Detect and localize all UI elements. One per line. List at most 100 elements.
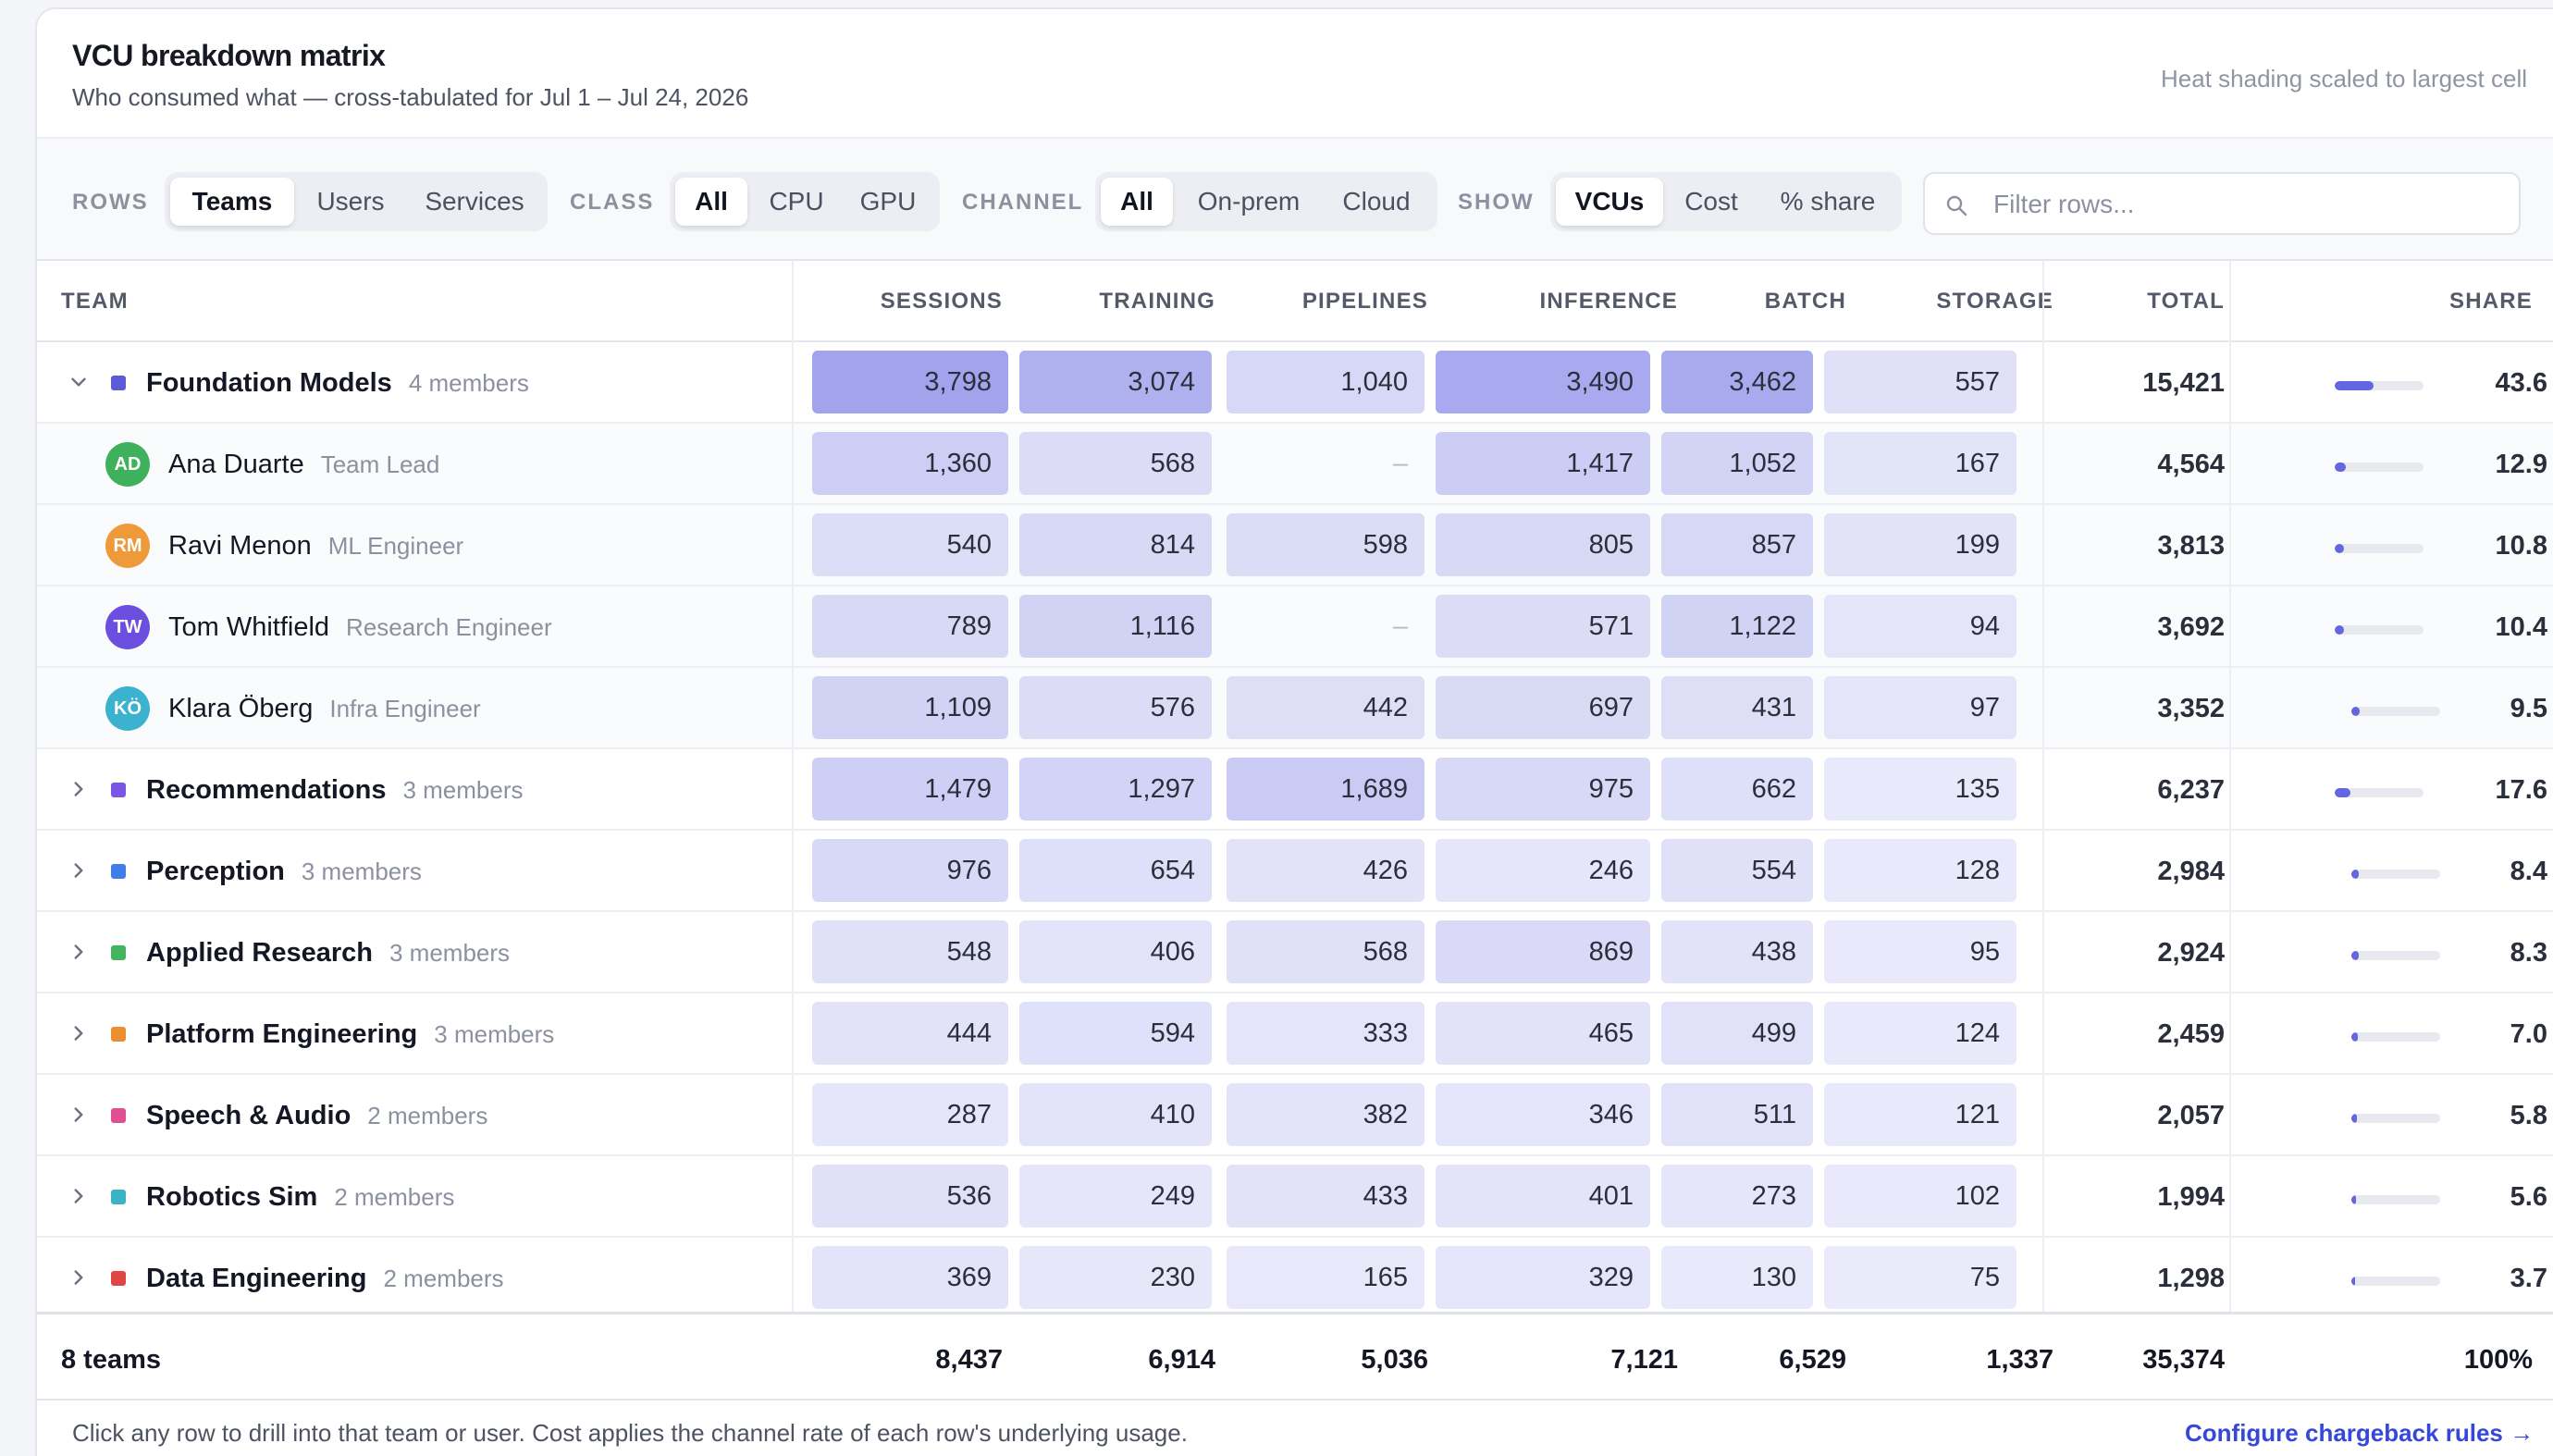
column-header-total[interactable]: TOTAL — [2147, 289, 2225, 314]
heat-cell[interactable]: 369 — [812, 1246, 1008, 1309]
filter-rows-input[interactable]: Filter rows... — [1923, 172, 2521, 235]
column-header-inference[interactable]: INFERENCE — [1539, 289, 1678, 314]
heat-cell[interactable]: 246 — [1436, 839, 1650, 902]
team-row[interactable]: Robotics Sim 2 members 536 249 433 401 273 102 1… — [37, 1156, 2553, 1238]
heat-cell[interactable]: 1,122 — [1661, 595, 1813, 658]
chevron-down-icon[interactable] — [67, 370, 91, 394]
channel-option-cloud[interactable]: Cloud — [1342, 187, 1411, 216]
rows-option-services[interactable]: Services — [425, 187, 524, 216]
heat-cell[interactable]: 167 — [1824, 432, 2016, 495]
heat-cell[interactable]: 75 — [1824, 1246, 2016, 1309]
heat-cell[interactable]: 94 — [1824, 595, 2016, 658]
heat-cell[interactable]: 1,040 — [1227, 351, 1424, 413]
column-header-batch[interactable]: BATCH — [1764, 289, 1846, 314]
column-header-training[interactable]: TRAINING — [1099, 289, 1215, 314]
heat-cell[interactable]: 1,360 — [812, 432, 1008, 495]
chevron-right-icon[interactable] — [67, 1184, 91, 1208]
column-header-team[interactable]: TEAM — [61, 289, 129, 314]
heat-cell[interactable]: 135 — [1824, 758, 2016, 821]
heat-cell[interactable]: 406 — [1019, 920, 1212, 983]
rows-option-users[interactable]: Users — [316, 187, 385, 216]
heat-cell[interactable]: 95 — [1824, 920, 2016, 983]
heat-cell[interactable]: 511 — [1661, 1083, 1813, 1146]
heat-cell[interactable]: 697 — [1436, 676, 1650, 739]
heat-cell[interactable]: – — [1227, 595, 1424, 658]
heat-cell[interactable]: 3,798 — [812, 351, 1008, 413]
heat-cell[interactable]: 789 — [812, 595, 1008, 658]
heat-cell[interactable]: 536 — [812, 1165, 1008, 1228]
show-option-vcus[interactable]: VCUs — [1556, 178, 1663, 226]
heat-cell[interactable]: 130 — [1661, 1246, 1813, 1309]
heat-cell[interactable]: 1,052 — [1661, 432, 1813, 495]
heat-cell[interactable]: 333 — [1227, 1002, 1424, 1065]
heat-cell[interactable]: 976 — [812, 839, 1008, 902]
class-option-cpu[interactable]: CPU — [769, 187, 824, 216]
chevron-right-icon[interactable] — [67, 1021, 91, 1045]
heat-cell[interactable]: 382 — [1227, 1083, 1424, 1146]
heat-cell[interactable]: 165 — [1227, 1246, 1424, 1309]
heat-cell[interactable]: 1,297 — [1019, 758, 1212, 821]
heat-cell[interactable]: 805 — [1436, 513, 1650, 576]
heat-cell[interactable]: 401 — [1436, 1165, 1650, 1228]
heat-cell[interactable]: 568 — [1227, 920, 1424, 983]
heat-cell[interactable]: 433 — [1227, 1165, 1424, 1228]
team-row[interactable]: Data Engineering 2 members 369 230 165 329 130… — [37, 1238, 2553, 1319]
heat-cell[interactable]: 426 — [1227, 839, 1424, 902]
heat-cell[interactable]: 438 — [1661, 920, 1813, 983]
heat-cell[interactable]: 540 — [812, 513, 1008, 576]
heat-cell[interactable]: 346 — [1436, 1083, 1650, 1146]
user-row[interactable]: TW Tom Whitfield Research Engineer 789 1,116… — [37, 586, 2553, 668]
column-header-storage[interactable]: STORAGE — [1936, 289, 2054, 314]
team-row[interactable]: Speech & Audio 2 members 287 410 382 346 511 12… — [37, 1075, 2553, 1156]
class-option-all[interactable]: All — [675, 178, 747, 226]
heat-cell[interactable]: 499 — [1661, 1002, 1813, 1065]
user-row[interactable]: AD Ana Duarte Team Lead 1,360 568 – 1,417 1,052… — [37, 424, 2553, 505]
heat-cell[interactable]: 124 — [1824, 1002, 2016, 1065]
chevron-right-icon[interactable] — [67, 1103, 91, 1127]
team-row[interactable]: Recommendations 3 members 1,479 1,297 1,689 9… — [37, 749, 2553, 831]
chevron-right-icon[interactable] — [67, 1265, 91, 1289]
heat-cell[interactable]: 857 — [1661, 513, 1813, 576]
heat-cell[interactable]: 576 — [1019, 676, 1212, 739]
class-option-gpu[interactable]: GPU — [859, 187, 917, 216]
heat-cell[interactable]: 230 — [1019, 1246, 1212, 1309]
heat-cell[interactable]: 1,479 — [812, 758, 1008, 821]
heat-cell[interactable]: 121 — [1824, 1083, 2016, 1146]
chevron-right-icon[interactable] — [67, 777, 91, 801]
channel-option-on-prem[interactable]: On-prem — [1197, 187, 1301, 216]
heat-cell[interactable]: 557 — [1824, 351, 2016, 413]
user-row[interactable]: RM Ravi Menon ML Engineer 540 814 598 805 857 19… — [37, 505, 2553, 586]
heat-cell[interactable]: 97 — [1824, 676, 2016, 739]
heat-cell[interactable]: 654 — [1019, 839, 1212, 902]
heat-cell[interactable]: 199 — [1824, 513, 2016, 576]
heat-cell[interactable]: 1,689 — [1227, 758, 1424, 821]
show-option-share[interactable]: % share — [1780, 187, 1876, 216]
heat-cell[interactable]: 128 — [1824, 839, 2016, 902]
user-row[interactable]: KÖ Klara Öberg Infra Engineer 1,109 576 442 69… — [37, 668, 2553, 749]
heat-cell[interactable]: 1,116 — [1019, 595, 1212, 658]
heat-cell[interactable]: 287 — [812, 1083, 1008, 1146]
heat-cell[interactable]: 3,074 — [1019, 351, 1212, 413]
chevron-right-icon[interactable] — [67, 940, 91, 964]
heat-cell[interactable]: 444 — [812, 1002, 1008, 1065]
heat-cell[interactable]: 568 — [1019, 432, 1212, 495]
column-header-share[interactable]: SHARE — [2448, 289, 2533, 314]
team-row[interactable]: Foundation Models 4 members 3,798 3,074 1,04… — [37, 342, 2553, 424]
heat-cell[interactable]: 869 — [1436, 920, 1650, 983]
channel-option-all[interactable]: All — [1101, 178, 1173, 226]
heat-cell[interactable]: 1,417 — [1436, 432, 1650, 495]
heat-cell[interactable]: 598 — [1227, 513, 1424, 576]
heat-cell[interactable]: 975 — [1436, 758, 1650, 821]
team-row[interactable]: Perception 3 members 976 654 426 246 554 128 2,9… — [37, 831, 2553, 912]
heat-cell[interactable]: 571 — [1436, 595, 1650, 658]
heat-cell[interactable]: 3,490 — [1436, 351, 1650, 413]
heat-cell[interactable]: 548 — [812, 920, 1008, 983]
heat-cell[interactable]: 249 — [1019, 1165, 1212, 1228]
heat-cell[interactable]: 465 — [1436, 1002, 1650, 1065]
column-header-sessions[interactable]: SESSIONS — [880, 289, 1003, 314]
heat-cell[interactable]: 3,462 — [1661, 351, 1813, 413]
rows-option-teams[interactable]: Teams — [170, 178, 294, 226]
heat-cell[interactable]: 431 — [1661, 676, 1813, 739]
chevron-right-icon[interactable] — [67, 858, 91, 882]
heat-cell[interactable]: 329 — [1436, 1246, 1650, 1309]
